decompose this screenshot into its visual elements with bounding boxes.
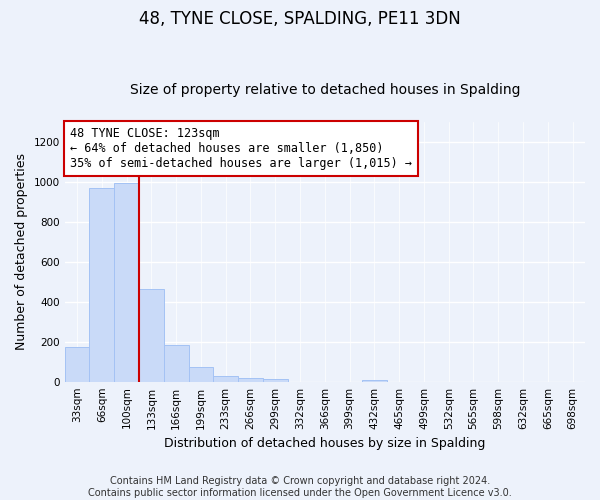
Bar bbox=[238, 378, 263, 382]
Y-axis label: Number of detached properties: Number of detached properties bbox=[15, 153, 28, 350]
Bar bbox=[65, 346, 89, 382]
Text: 48 TYNE CLOSE: 123sqm
← 64% of detached houses are smaller (1,850)
35% of semi-d: 48 TYNE CLOSE: 123sqm ← 64% of detached … bbox=[70, 127, 412, 170]
Text: 48, TYNE CLOSE, SPALDING, PE11 3DN: 48, TYNE CLOSE, SPALDING, PE11 3DN bbox=[139, 10, 461, 28]
X-axis label: Distribution of detached houses by size in Spalding: Distribution of detached houses by size … bbox=[164, 437, 485, 450]
Bar bbox=[164, 344, 188, 382]
Bar bbox=[362, 380, 387, 382]
Bar bbox=[114, 183, 139, 382]
Bar bbox=[188, 366, 214, 382]
Bar bbox=[214, 376, 238, 382]
Text: Contains HM Land Registry data © Crown copyright and database right 2024.
Contai: Contains HM Land Registry data © Crown c… bbox=[88, 476, 512, 498]
Bar bbox=[89, 188, 114, 382]
Bar bbox=[139, 288, 164, 382]
Title: Size of property relative to detached houses in Spalding: Size of property relative to detached ho… bbox=[130, 83, 520, 97]
Bar bbox=[263, 378, 287, 382]
